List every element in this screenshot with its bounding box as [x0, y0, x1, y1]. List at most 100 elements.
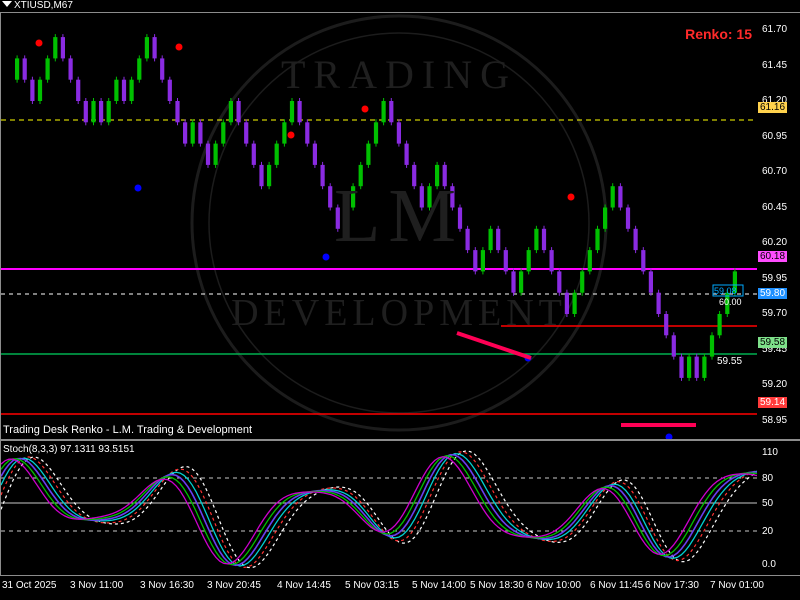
- price-tick: 60.20: [762, 237, 788, 249]
- price-tick: 59.45: [762, 343, 788, 355]
- renko-brick: [580, 271, 585, 293]
- price-tag-blue: 59.80: [758, 288, 788, 299]
- stoch-curve: [1, 453, 757, 567]
- renko-brick: [366, 143, 371, 165]
- renko-brick: [343, 207, 348, 229]
- renko-brick-series: [15, 34, 737, 381]
- signal-dot: [567, 193, 575, 201]
- signal-dot: [35, 39, 43, 47]
- renko-brick: [91, 101, 96, 123]
- chart-symbol-label: XTIUSD,M67: [14, 0, 73, 11]
- renko-indicator-label: Renko: 15: [685, 26, 752, 42]
- time-tick: 5 Nov 03:15: [345, 580, 399, 591]
- signal-dot-series: [35, 39, 673, 439]
- stoch-curve: [1, 456, 757, 565]
- renko-brick: [526, 250, 531, 272]
- price-tick: 59.20: [762, 379, 788, 391]
- time-tick: 3 Nov 20:45: [207, 580, 261, 591]
- price-tick: 61.70: [762, 24, 788, 36]
- time-tick: 3 Nov 11:00: [70, 580, 124, 591]
- renko-brick: [664, 314, 669, 336]
- renko-brick: [114, 79, 119, 101]
- stoch-tick: 50: [762, 498, 774, 509]
- renko-brick: [259, 164, 264, 187]
- time-tick: 5 Nov 18:30: [470, 580, 524, 591]
- price-tick: 59.95: [762, 272, 788, 284]
- renko-brick: [625, 207, 631, 229]
- renko-brick: [175, 101, 180, 123]
- renko-brick: [251, 143, 256, 165]
- stochastic-series: [1, 450, 757, 569]
- inline-level-label: 59.55: [717, 356, 742, 367]
- time-tick: 3 Nov 16:30: [140, 580, 194, 591]
- renko-brick: [618, 186, 623, 208]
- signal-dot: [665, 433, 673, 439]
- renko-brick: [396, 122, 401, 144]
- chart-titlebar: XTIUSD,M67: [0, 0, 800, 12]
- renko-brick: [289, 101, 295, 123]
- renko-brick: [442, 164, 447, 187]
- renko-brick: [236, 101, 241, 123]
- main-chart-plot[interactable]: 59.55 59.08 60.00 TRADING LM DEVELOPMENT: [1, 13, 757, 439]
- stoch-curve: [1, 451, 757, 569]
- renko-brick: [450, 186, 455, 208]
- stochastic-svg: [1, 450, 757, 569]
- renko-brick: [60, 37, 65, 59]
- price-tick: 59.70: [762, 308, 788, 320]
- renko-brick: [282, 122, 287, 144]
- renko-brick: [53, 37, 58, 59]
- stochastic-scale[interactable]: 110 80 50 20 0.0: [758, 441, 800, 575]
- stoch-curve: [1, 450, 757, 569]
- price-tag-yellow: 61.16: [758, 102, 788, 113]
- renko-brick: [267, 164, 272, 187]
- time-axis[interactable]: 31 Oct 2025 3 Nov 11:00 3 Nov 16:30 3 Nov 2…: [0, 578, 800, 600]
- renko-brick: [373, 122, 379, 144]
- signal-dot: [322, 253, 330, 261]
- renko-brick: [160, 58, 165, 80]
- renko-brick: [228, 101, 233, 123]
- renko-brick: [549, 250, 554, 272]
- renko-brick: [503, 250, 508, 272]
- renko-brick: [557, 271, 562, 293]
- price-tick: 61.45: [762, 59, 788, 71]
- price-tick: 60.95: [762, 130, 788, 142]
- renko-brick: [198, 122, 203, 144]
- price-tick: 58.95: [762, 414, 788, 426]
- stoch-tick: 0.0: [762, 559, 776, 570]
- renko-brick: [106, 101, 111, 123]
- renko-brick: [717, 314, 722, 336]
- time-tick: 6 Nov 10:00: [527, 580, 581, 591]
- price-tick: 60.45: [762, 201, 788, 213]
- renko-brick: [702, 356, 707, 378]
- renko-brick: [297, 101, 302, 123]
- renko-brick: [541, 228, 547, 251]
- renko-chart-svg: 59.55 59.08 60.00: [1, 14, 757, 439]
- renko-brick: [671, 335, 676, 357]
- renko-brick: [610, 186, 615, 208]
- dropdown-arrow-icon[interactable]: [2, 1, 12, 7]
- renko-brick: [121, 79, 127, 101]
- renko-brick: [419, 186, 424, 208]
- renko-brick: [641, 250, 646, 272]
- renko-brick: [22, 58, 27, 80]
- renko-brick: [679, 356, 684, 378]
- renko-brick: [213, 143, 218, 165]
- renko-brick: [358, 164, 363, 187]
- trading-desk-label: Trading Desk Renko - L.M. Trading & Deve…: [3, 424, 253, 436]
- renko-brick: [244, 122, 249, 144]
- renko-brick: [427, 186, 432, 208]
- signal-dot: [134, 184, 142, 192]
- renko-brick: [221, 122, 226, 144]
- renko-brick: [320, 164, 325, 187]
- renko-brick: [694, 356, 699, 378]
- stochastic-plot[interactable]: [1, 441, 757, 575]
- renko-brick: [190, 122, 195, 144]
- renko-brick: [205, 143, 211, 165]
- renko-brick: [30, 79, 35, 101]
- price-scale[interactable]: 61.70 61.45 61.20 60.95 60.70 60.45 60.20 59.95…: [758, 13, 800, 439]
- renko-brick: [99, 101, 104, 123]
- renko-brick: [305, 122, 310, 144]
- renko-brick: [137, 58, 142, 80]
- renko-brick: [709, 335, 715, 357]
- renko-brick: [465, 228, 470, 251]
